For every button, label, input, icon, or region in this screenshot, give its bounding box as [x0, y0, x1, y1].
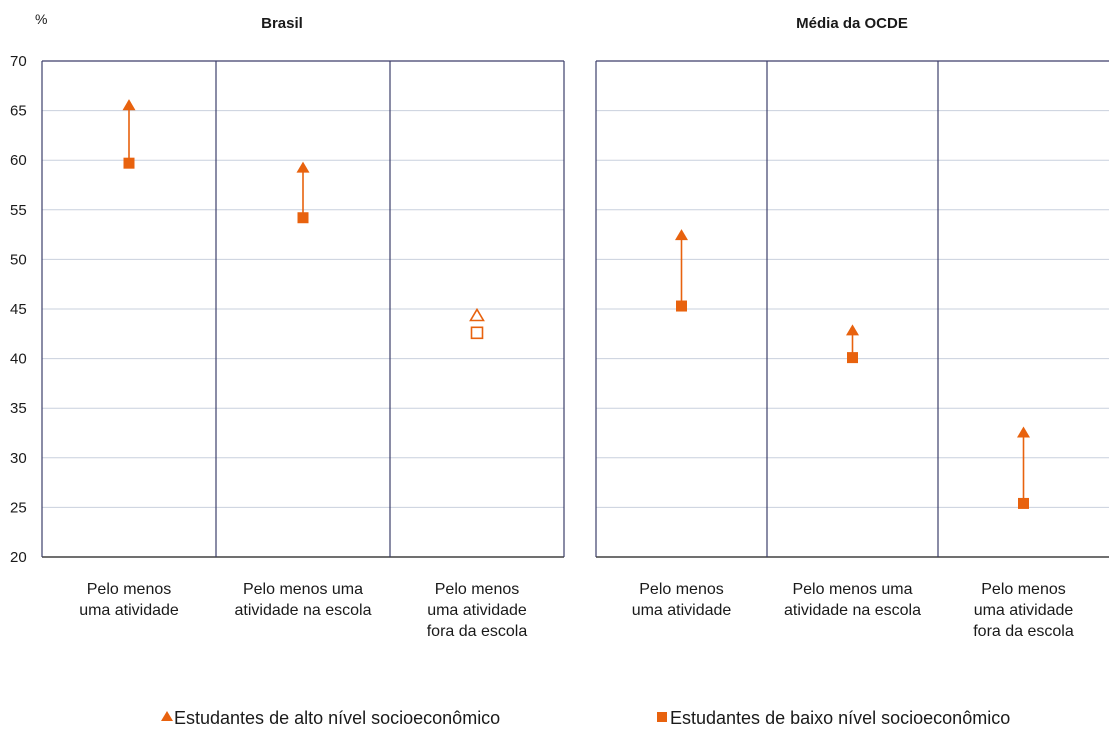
category-label: Pelo menos uma atividade [79, 581, 179, 619]
legend-square-marker [657, 712, 667, 722]
category-label-line: Pelo menos uma [243, 581, 363, 598]
high-ses-triangle [122, 99, 136, 111]
category-label: Pelo menos uma atividade [632, 581, 732, 619]
y-tick-label: 45 [10, 301, 27, 318]
legend: Estudantes de alto nível socioeconômico … [161, 708, 1010, 728]
category-label: Pelo menos uma atividade na escola [235, 581, 372, 619]
panel-frames [41, 60, 1109, 558]
category-label-line: uma atividade [79, 602, 179, 619]
category-label-line: uma atividade [427, 602, 527, 619]
y-tick-label: 40 [10, 351, 27, 368]
y-tick-label: 65 [10, 103, 27, 120]
category-label-line: uma atividade [632, 602, 732, 619]
low-ses-square [1018, 497, 1029, 509]
y-tick-label: 50 [10, 251, 27, 268]
y-tick-label: 35 [10, 400, 27, 417]
category-label-line: Pelo menos [435, 581, 520, 598]
data-marks [122, 99, 1030, 509]
category-label-line: Pelo menos [87, 581, 172, 598]
y-tick-label: 20 [10, 549, 27, 566]
low-ses-square [123, 157, 135, 169]
low-ses-square [676, 300, 687, 312]
low-ses-square [470, 326, 484, 340]
legend-label-low: Estudantes de baixo nível socioeconômico [670, 708, 1010, 728]
category-label-line: uma atividade [974, 602, 1074, 619]
high-ses-triangle [675, 229, 688, 241]
category-label: Pelo menos uma atividade fora da escola [973, 581, 1074, 640]
y-tick-label: 60 [10, 152, 27, 169]
low-ses-square [297, 212, 309, 224]
category-label-line: Pelo menos [981, 581, 1066, 598]
grid-lines [42, 60, 1109, 508]
low-ses-square [847, 352, 858, 364]
high-ses-triangle [1017, 426, 1030, 438]
y-tick-label: 25 [10, 499, 27, 516]
category-label: Pelo menos uma atividade fora da escola [427, 581, 528, 640]
category-label-line: Pelo menos uma [792, 581, 912, 598]
high-ses-triangle [846, 324, 859, 336]
panel-title-ocde: Média da OCDE [796, 15, 908, 32]
category-label-line: atividade na escola [235, 602, 372, 619]
category-label-line: atividade na escola [784, 602, 921, 619]
y-tick-label: 70 [10, 53, 27, 70]
category-labels: Pelo menos uma atividade Pelo menos uma ati… [79, 581, 1074, 640]
category-label-line: fora da escola [973, 623, 1074, 640]
y-axis: 20 25 30 35 40 45 50 55 60 65 70 [10, 53, 27, 566]
y-unit-label: % [35, 11, 47, 27]
legend-label-high: Estudantes de alto nível socioeconômico [174, 708, 500, 728]
panel-title-brasil: Brasil [261, 15, 303, 32]
high-ses-triangle [469, 307, 485, 322]
high-ses-triangle [296, 161, 310, 173]
y-tick-label: 30 [10, 450, 27, 467]
category-label-line: fora da escola [427, 623, 528, 640]
category-label: Pelo menos uma atividade na escola [784, 581, 921, 619]
legend-triangle-marker [161, 711, 173, 721]
y-tick-label: 55 [10, 202, 27, 219]
category-label-line: Pelo menos [639, 581, 724, 598]
